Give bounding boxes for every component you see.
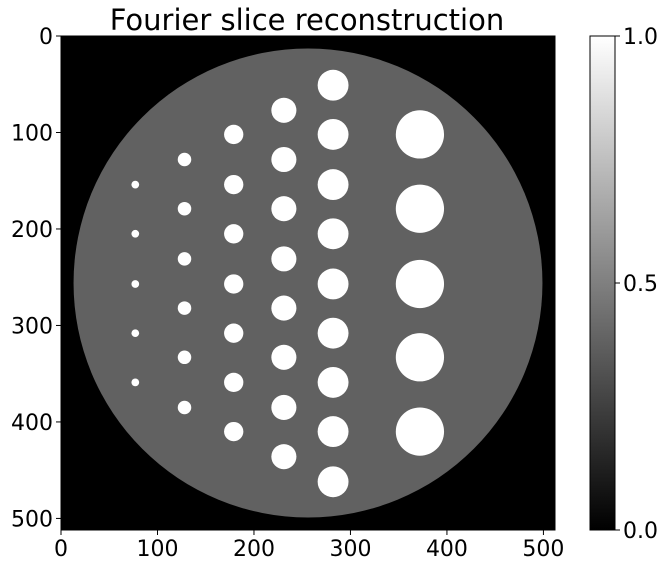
- y-tick-label: 200: [11, 218, 53, 243]
- axes-frame: [60, 35, 556, 531]
- colorbar-tick-label: 0.5: [623, 272, 658, 297]
- insert-disk: [131, 180, 140, 189]
- y-tick-label: 100: [11, 121, 53, 146]
- colorbar: 0.0 0.5 1.0: [589, 25, 658, 544]
- insert-disk: [317, 218, 349, 250]
- chart-title: Fourier slice reconstruction: [110, 3, 504, 37]
- insert-disk: [177, 350, 192, 365]
- insert-disk: [224, 323, 244, 343]
- colorbar-tick-label: 1.0: [623, 25, 658, 50]
- y-tick-label: 0: [39, 25, 53, 50]
- insert-disk: [271, 146, 297, 173]
- phantom-disk: [73, 48, 543, 518]
- y-tick-label: 400: [11, 411, 53, 436]
- insert-disk: [224, 421, 244, 442]
- x-tick-label: 100: [136, 537, 178, 562]
- insert-disk: [271, 394, 297, 421]
- insert-disk: [317, 169, 349, 201]
- insert-disk: [131, 329, 140, 338]
- insert-disk: [224, 124, 244, 145]
- insert-disk: [395, 184, 445, 233]
- x-tick-label: 0: [54, 537, 68, 562]
- insert-disk: [317, 317, 349, 349]
- insert-disk: [224, 372, 244, 393]
- y-tick-label: 500: [11, 507, 53, 532]
- colorbar-tick-label: 0.0: [623, 519, 658, 544]
- insert-disk: [271, 295, 297, 321]
- insert-disk: [271, 344, 297, 370]
- insert-disk: [131, 378, 140, 387]
- insert-disk: [395, 110, 445, 159]
- insert-disk: [177, 400, 192, 415]
- x-axis: 0 100 200 300 400 500: [54, 530, 564, 562]
- insert-disk: [271, 97, 297, 123]
- insert-disk: [177, 201, 192, 216]
- insert-disk: [317, 466, 349, 498]
- insert-disk: [224, 274, 244, 294]
- insert-disk: [224, 224, 244, 244]
- insert-disk: [317, 416, 349, 448]
- x-tick-label: 500: [522, 537, 564, 562]
- x-tick-label: 200: [233, 537, 275, 562]
- insert-disk: [317, 118, 349, 150]
- insert-disk: [177, 301, 192, 315]
- x-tick-label: 400: [426, 537, 468, 562]
- insert-disk: [271, 196, 297, 222]
- insert-disk: [177, 252, 192, 266]
- insert-disk: [395, 333, 445, 382]
- insert-disk: [317, 366, 349, 398]
- insert-disk: [177, 152, 192, 167]
- y-tick-label: 300: [11, 314, 53, 339]
- insert-disk: [395, 407, 445, 456]
- insert-disk: [131, 229, 140, 238]
- insert-disk: [131, 280, 140, 288]
- x-tick-label: 300: [329, 537, 371, 562]
- insert-disk: [317, 268, 349, 300]
- insert-disk: [317, 69, 349, 101]
- insert-disk: [224, 174, 244, 195]
- insert-disk: [271, 246, 297, 272]
- insert-disk: [271, 444, 297, 470]
- colorbar-gradient: [589, 35, 616, 531]
- y-axis: 0 100 200 300 400 500: [11, 25, 61, 532]
- insert-disk: [395, 259, 445, 309]
- image-axes: [60, 35, 556, 531]
